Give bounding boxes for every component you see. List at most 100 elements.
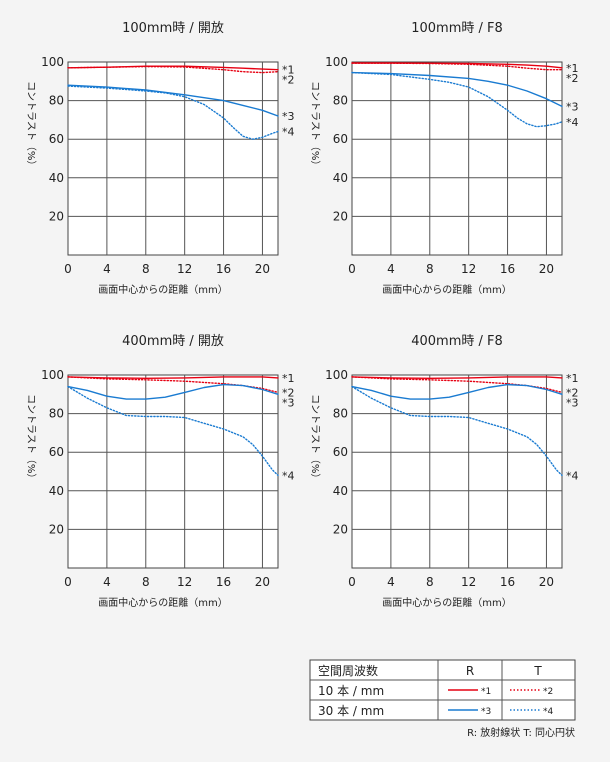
plot-area [67, 374, 279, 569]
series-end-label: *2 [282, 74, 295, 87]
y-tick-label: 40 [333, 171, 348, 185]
x-tick-label: 16 [216, 575, 231, 589]
series-end-label: *2 [282, 386, 295, 399]
y-tick-label: 40 [49, 484, 64, 498]
series-end-label: *2 [566, 72, 579, 85]
legend-swatch-label: *3 [481, 707, 491, 717]
series-line [67, 383, 279, 400]
series-end-label: *3 [282, 110, 295, 123]
y-tick-label: 40 [333, 484, 348, 498]
series-line [67, 376, 279, 379]
plot-area [351, 61, 563, 256]
y-tick-label: 80 [333, 94, 348, 108]
y-axis-label: コントラスト（%） [309, 394, 321, 483]
x-tick-label: 16 [500, 262, 515, 276]
series-line [351, 383, 563, 400]
series-end-label: *1 [282, 372, 295, 385]
x-tick-label: 4 [387, 575, 395, 589]
plot-area [67, 61, 279, 256]
series-end-label: *4 [566, 469, 579, 482]
y-tick-label: 20 [333, 209, 348, 223]
series-end-label: *1 [282, 64, 295, 77]
y-tick-label: 80 [49, 407, 64, 421]
y-tick-label: 80 [333, 407, 348, 421]
legend-footnote: R: 放射線状 T: 同心円状 [467, 726, 575, 739]
series-end-label: *3 [282, 396, 295, 409]
series-line [351, 71, 563, 128]
x-tick-label: 20 [539, 262, 554, 276]
series-line [351, 376, 563, 394]
chart-title: 400mm時 / F8 [411, 334, 503, 349]
x-tick-label: 16 [500, 575, 515, 589]
legend-swatch-label: *2 [543, 687, 553, 697]
series-end-label: *4 [282, 125, 295, 138]
legend-table: 空間周波数 R T 10 本 / mm *1 *2 30 本 / mm *3 *… [309, 659, 576, 739]
chart-panel: 0 4 8 12 16 20 20 40 60 80 100 100mm時 / F8 画面中心からの距離… [309, 21, 579, 296]
series-end-label: *1 [566, 372, 579, 385]
series-line [351, 376, 563, 379]
x-tick-label: 20 [255, 575, 270, 589]
y-tick-label: 20 [49, 522, 64, 536]
chart-title: 100mm時 / F8 [411, 21, 503, 36]
x-axis-label: 画面中心からの距離（mm） [382, 596, 511, 609]
legend-border [309, 659, 576, 721]
chart-title: 400mm時 / 開放 [122, 334, 224, 349]
y-tick-label: 100 [41, 368, 64, 382]
x-tick-label: 12 [461, 575, 476, 589]
chart-title: 100mm時 / 開放 [122, 21, 224, 36]
series-line [351, 385, 563, 477]
series-end-label: *3 [566, 100, 579, 113]
legend-swatch-label: *1 [481, 687, 491, 697]
legend-row-label: 30 本 / mm [318, 704, 384, 718]
x-tick-label: 12 [177, 575, 192, 589]
legend-header: 空間周波数 [318, 663, 378, 678]
y-tick-label: 60 [49, 132, 64, 146]
chart-panel: 0 4 8 12 16 20 20 40 60 80 100 400mm時 / 開放画面中心からの距離… [25, 334, 295, 609]
x-tick-label: 8 [426, 575, 434, 589]
x-tick-label: 20 [255, 262, 270, 276]
series-end-label: *4 [566, 116, 579, 129]
y-tick-label: 100 [41, 55, 64, 69]
series-line [351, 62, 563, 71]
chart-panel: 0 4 8 12 16 20 20 40 60 80 100 100mm時 / 開放画面中心からの距離… [25, 21, 295, 296]
x-tick-label: 0 [348, 575, 356, 589]
series-line [351, 71, 563, 108]
series-end-label: *3 [566, 396, 579, 409]
y-tick-label: 100 [325, 368, 348, 382]
x-tick-label: 0 [348, 262, 356, 276]
x-tick-label: 8 [142, 262, 150, 276]
y-tick-label: 100 [325, 55, 348, 69]
y-axis-label: コントラスト（%） [309, 81, 321, 170]
x-tick-label: 0 [64, 575, 72, 589]
x-tick-label: 4 [387, 262, 395, 276]
x-tick-label: 16 [216, 262, 231, 276]
series-end-label: *1 [566, 62, 579, 75]
x-axis-label: 画面中心からの距離（mm） [382, 283, 511, 296]
y-tick-label: 80 [49, 94, 64, 108]
x-axis-label: 画面中心からの距離（mm） [98, 283, 227, 296]
series-line [67, 85, 279, 140]
y-tick-label: 20 [49, 209, 64, 223]
series-line [67, 84, 279, 117]
x-tick-label: 4 [103, 262, 111, 276]
x-tick-label: 8 [426, 262, 434, 276]
x-tick-label: 12 [177, 262, 192, 276]
series-end-label: *2 [566, 386, 579, 399]
legend-col-t: T [533, 664, 542, 678]
y-tick-label: 40 [49, 171, 64, 185]
y-tick-label: 20 [333, 522, 348, 536]
x-tick-label: 0 [64, 262, 72, 276]
series-line [67, 385, 279, 477]
x-axis-label: 画面中心からの距離（mm） [98, 596, 227, 609]
x-tick-label: 20 [539, 575, 554, 589]
series-line [67, 376, 279, 394]
legend-swatch-label: *4 [543, 707, 554, 717]
y-tick-label: 60 [333, 132, 348, 146]
x-tick-label: 8 [142, 575, 150, 589]
legend-col-r: R [466, 664, 474, 678]
series-end-label: *4 [282, 469, 295, 482]
y-tick-label: 60 [333, 445, 348, 459]
series-line [67, 65, 279, 74]
